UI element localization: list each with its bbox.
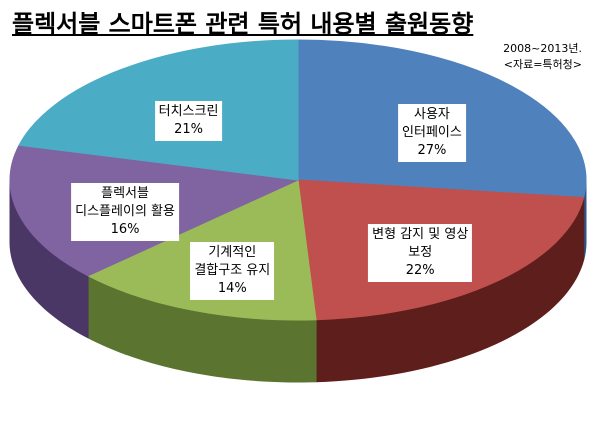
value-label: 21%	[174, 122, 203, 138]
category-label: 플렉서블 디스플레이의 활용	[75, 185, 175, 219]
category-label: 기계적인 결합구조 유지	[194, 244, 271, 278]
value-label: 22%	[405, 263, 435, 279]
slice-label: 터치스크린 21%	[154, 101, 223, 142]
subtitle: 2008~2013년.	[503, 42, 582, 55]
value-label: 27%	[417, 142, 447, 158]
value-label: 14%	[217, 280, 247, 296]
source: <자료=특허청>	[503, 58, 582, 71]
chart-title: 플렉서블 스마트폰 관련 특허 내용별 출원동향	[12, 10, 474, 38]
slice-label: 사용자 인터페이스 27%	[398, 103, 466, 162]
slice-label: 변형 감지 및 영상 보정 22%	[368, 224, 473, 283]
slice-label: 기계적인 결합구조 유지 14%	[190, 241, 275, 300]
category-label: 변형 감지 및 영상 보정	[372, 227, 469, 261]
slice-label: 플렉서블 디스플레이의 활용 16%	[71, 182, 179, 241]
value-label: 16%	[110, 221, 140, 237]
category-label: 터치스크린	[158, 104, 219, 120]
category-label: 사용자 인터페이스	[402, 106, 462, 140]
